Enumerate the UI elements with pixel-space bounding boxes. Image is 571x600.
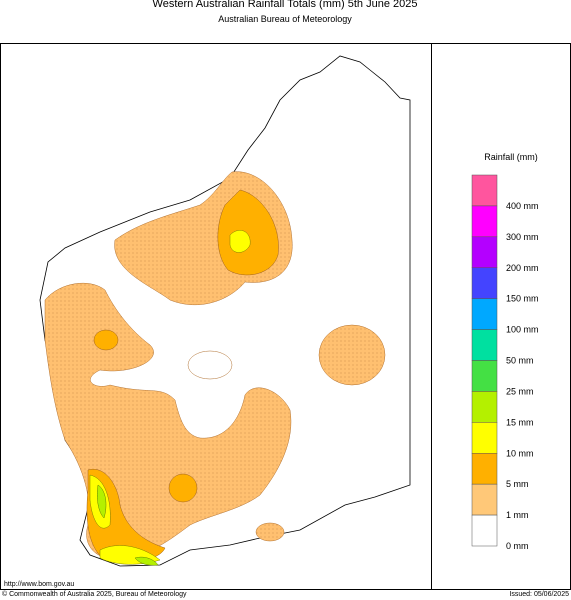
legend-swatch [471, 298, 498, 330]
legend-swatch [471, 391, 498, 423]
subtitle: Australian Bureau of Meteorology [218, 14, 352, 24]
legend-label: 5 mm [506, 479, 529, 489]
map [39, 55, 411, 567]
legend-title: Rainfall (mm) [484, 152, 538, 162]
legend-frame [431, 43, 571, 590]
rain-10mm [229, 230, 251, 253]
legend-label: 0 mm [506, 541, 529, 551]
legend-swatch [471, 360, 498, 392]
title: Western Australian Rainfall Totals (mm) … [153, 0, 418, 10]
legend-swatch [471, 329, 498, 361]
footer-copyright: © Commonwealth of Australia 2025, Bureau… [2, 590, 187, 598]
rain-15mm [97, 484, 159, 566]
legend-label: 25 mm [506, 386, 534, 396]
legend-swatch [471, 205, 498, 238]
rain-5mm [217, 189, 279, 276]
legend-label: 50 mm [506, 356, 534, 366]
legend-swatch [471, 514, 498, 547]
legend-swatch [471, 422, 498, 454]
legend-label: 10 mm [506, 448, 534, 458]
dry-area [187, 350, 233, 380]
legend-swatch [471, 236, 498, 268]
footer-issued: Issued: 05/06/2025 [509, 591, 569, 598]
legend-label: 100 mm [506, 325, 539, 335]
legend-label: 300 mm [506, 232, 539, 242]
rain-1mm [255, 522, 285, 542]
legend: 400 mm 300 mm 200 mm 150 mm 100 mm 50 mm 25 mm… [471, 174, 539, 551]
legend-swatch [471, 267, 498, 299]
legend-swatch [471, 453, 498, 485]
legend-label: 15 mm [506, 417, 534, 427]
footer-url: http://www.bom.gov.au [4, 581, 74, 588]
rain-5mm [93, 329, 119, 351]
legend-swatch [471, 174, 498, 207]
legend-label: 150 mm [506, 294, 539, 304]
rain-10mm [89, 474, 161, 565]
rain-1mm [318, 324, 386, 386]
legend-label: 400 mm [506, 201, 539, 211]
legend-label: 1 mm [506, 510, 529, 520]
legend-swatch [471, 483, 498, 516]
legend-label: 200 mm [506, 263, 539, 273]
rain-5mm [168, 473, 198, 503]
